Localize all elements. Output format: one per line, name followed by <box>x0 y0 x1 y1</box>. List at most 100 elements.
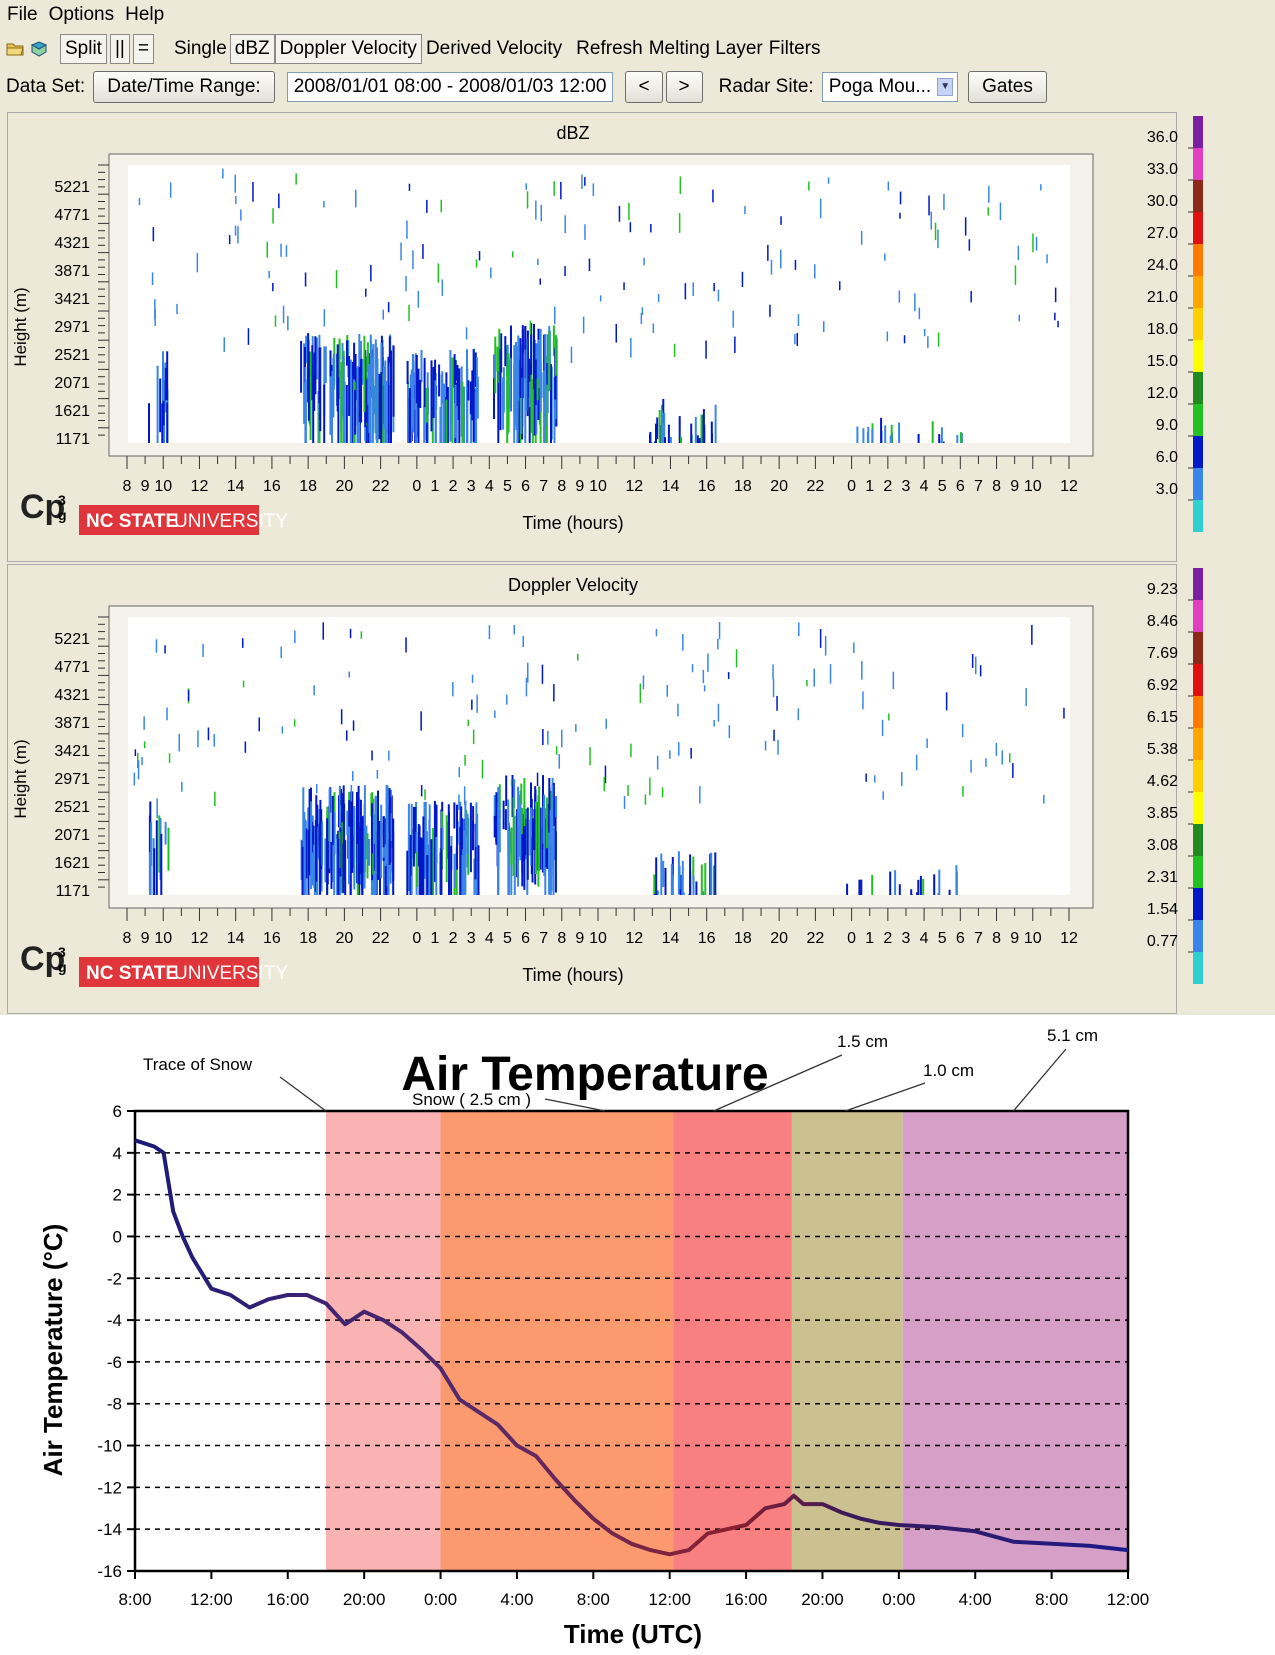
x-tick-label: 16 <box>263 930 281 947</box>
radar-echo <box>440 852 443 895</box>
radar-echo <box>664 867 667 895</box>
scale-color-bin <box>1193 568 1203 600</box>
date-time-range-button[interactable]: Date/Time Range: <box>93 71 275 103</box>
radar-echo <box>589 747 591 766</box>
radar-echo <box>426 199 428 213</box>
x-tick-label: 5 <box>503 478 512 495</box>
radar-echo <box>728 725 731 738</box>
radar-echo <box>266 241 268 258</box>
next-button[interactable]: > <box>665 71 703 103</box>
radar-echo <box>937 892 940 895</box>
radar-echo <box>300 340 303 393</box>
radar-echo <box>474 352 477 387</box>
radar-echo <box>310 801 313 890</box>
radar-echo <box>667 424 670 443</box>
radar-echo <box>713 719 715 727</box>
radar-echo <box>684 283 687 300</box>
radar-echo <box>554 831 557 893</box>
radar-echo <box>450 387 453 410</box>
menu-help[interactable]: Help <box>125 4 165 25</box>
x-tick-label: 12 <box>191 930 209 947</box>
scale-color-bin <box>1193 148 1203 180</box>
radar-echo <box>524 326 527 350</box>
split-button[interactable]: Split <box>60 34 107 64</box>
radar-echo <box>365 379 368 424</box>
menu-file[interactable]: File <box>7 4 38 25</box>
x-tick-label: 8:00 <box>118 1590 151 1609</box>
filters-button[interactable]: Filters <box>768 38 821 59</box>
radar-echo <box>244 741 247 753</box>
radar-echo <box>1054 287 1057 303</box>
radar-echo <box>670 864 673 895</box>
radar-echo <box>370 264 372 282</box>
x-tick-label: 6 <box>521 930 530 947</box>
x-tick-label: 8:00 <box>1035 1590 1068 1609</box>
radar-echo <box>552 325 555 356</box>
scale-label: 21.0 <box>1147 289 1178 306</box>
melting-layer-button[interactable]: Melting Layer <box>648 38 763 59</box>
scale-label: 3.0 <box>1156 481 1178 498</box>
radar-echo <box>387 385 390 443</box>
scale-color-bin <box>1193 632 1203 664</box>
derived-velocity-button[interactable]: Derived Velocity <box>425 38 563 59</box>
radar-echo <box>548 832 551 895</box>
radar-echo <box>494 710 496 718</box>
radar-echo <box>380 804 383 838</box>
radar-echo <box>339 340 341 360</box>
horizontal-split-button[interactable]: = <box>132 34 154 64</box>
refresh-button[interactable]: Refresh <box>576 38 643 59</box>
radar-echo <box>512 251 514 258</box>
radar-echo <box>166 351 169 401</box>
radar-echo <box>463 786 466 806</box>
doppler-velocity-button[interactable]: Doppler Velocity <box>274 34 422 64</box>
annotation-leader <box>279 1076 327 1112</box>
radar-echo <box>252 182 254 202</box>
radar-echo <box>513 624 515 635</box>
y-tick-label: 2971 <box>54 319 90 336</box>
ncstate-logo <box>79 957 259 987</box>
date-range-field[interactable]: 2008/01/01 08:00 - 2008/01/03 12:00 <box>286 72 614 102</box>
radar-echo <box>228 235 231 245</box>
chevron-down-icon[interactable]: ▼ <box>937 78 954 96</box>
radar-echo <box>519 338 522 398</box>
radar-echo <box>910 894 913 895</box>
radar-echo <box>152 227 155 242</box>
cp3g-logo-sub: g <box>58 959 67 975</box>
radar-echo <box>361 358 364 385</box>
x-tick-label: 1 <box>865 930 874 947</box>
radar-echo <box>332 353 335 390</box>
book-icon[interactable] <box>30 40 48 58</box>
radar-echo <box>348 356 351 416</box>
single-button[interactable]: Single <box>173 38 227 59</box>
radar-echo <box>955 865 958 895</box>
radar-echo <box>148 403 150 443</box>
radar-echo <box>880 417 883 443</box>
radar-echo <box>552 827 555 895</box>
radar-echo <box>656 755 659 770</box>
radar-echo <box>359 799 362 874</box>
doppler-color-scale: 9.23 8.46 7.69 6.92 6.15 5.38 4.62 3.85 3.08 2.31… <box>1135 564 1225 1016</box>
radar-echo <box>534 359 537 406</box>
radar-echo <box>927 336 929 348</box>
radar-echo <box>937 332 940 347</box>
vertical-split-button[interactable]: || <box>109 34 130 64</box>
radar-echo <box>447 804 450 856</box>
dbz-button[interactable]: dBZ <box>229 34 275 64</box>
radar-echo <box>711 433 713 443</box>
radar-echo <box>311 345 314 401</box>
radar-echo <box>353 806 356 890</box>
radar-echo <box>536 772 539 786</box>
radar-echo <box>698 441 701 443</box>
gates-button[interactable]: Gates <box>968 71 1047 103</box>
radar-echo <box>349 628 352 639</box>
open-folder-icon[interactable] <box>6 40 24 58</box>
radar-echo <box>423 801 426 879</box>
radar-site-select[interactable]: Poga Mou... ▼ <box>821 72 959 102</box>
menu-options[interactable]: Options <box>48 4 115 25</box>
radar-echo <box>1040 184 1042 191</box>
radar-echo <box>860 230 863 245</box>
radar-echo <box>692 856 695 886</box>
radar-echo <box>414 361 417 411</box>
radar-echo <box>860 879 863 895</box>
previous-button[interactable]: < <box>625 71 663 103</box>
